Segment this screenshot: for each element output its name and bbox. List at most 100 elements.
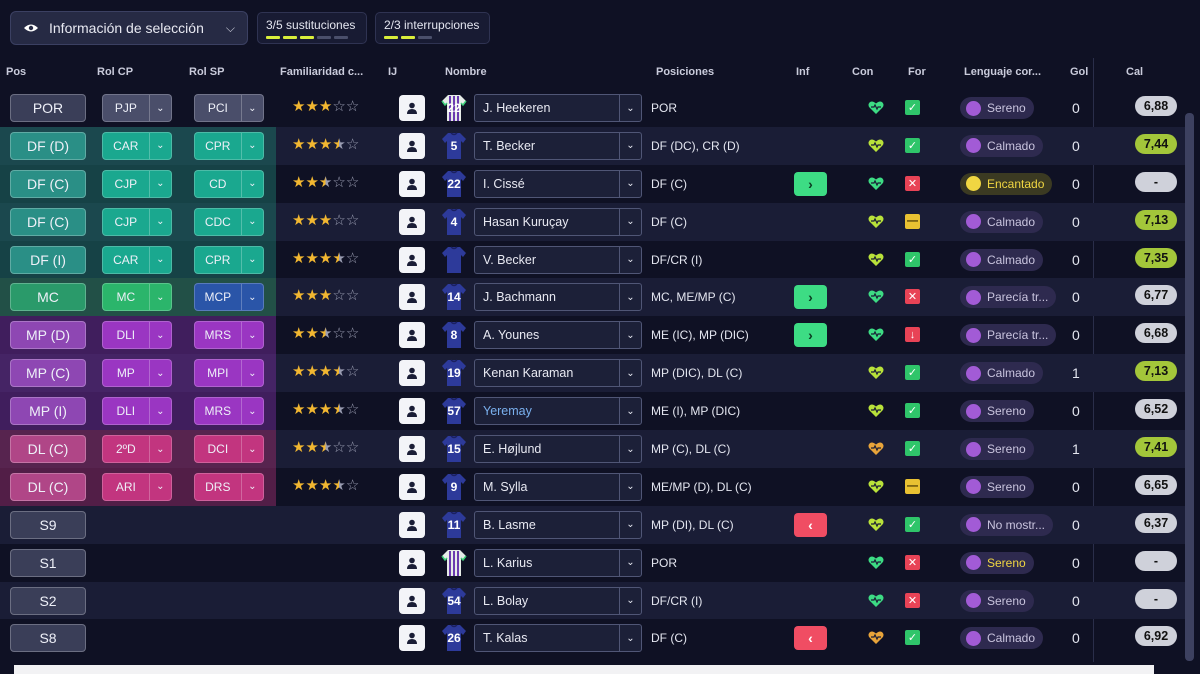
table-row[interactable]: S9 11 B. Lasme ⌄ MP (DI), DL (C) ‹ ✓ No mostr..… <box>0 505 1185 544</box>
swap-out-button[interactable]: ‹ <box>794 512 827 537</box>
role-sp-select[interactable]: DCI ⌄ <box>194 435 264 464</box>
role-cp-select[interactable]: MC ⌄ <box>102 283 172 312</box>
role-cp-select[interactable]: DLI ⌄ <box>102 397 172 426</box>
position-button[interactable]: MP (D) <box>10 321 86 350</box>
position-button[interactable]: DF (D) <box>10 131 86 160</box>
swap-out-button[interactable]: ‹ <box>794 626 827 651</box>
header-lenguaje[interactable]: Lenguaje cor... <box>964 66 1042 78</box>
person-icon[interactable] <box>399 549 425 576</box>
header-posiciones[interactable]: Posiciones <box>656 66 715 78</box>
table-row[interactable]: DL (C) 2ºD ⌄ DCI ⌄ ★★★☆☆ 15 E. Højlund ⌄ MP (C), … <box>0 430 1185 468</box>
header-gol[interactable]: Gol <box>1070 66 1089 78</box>
position-button[interactable]: MC <box>10 283 86 312</box>
table-row[interactable]: DF (C) CJP ⌄ CDC ⌄ ★★★☆☆ 4 Hasan Kuruçay ⌄ DF (C)… <box>0 202 1185 241</box>
position-button[interactable]: S8 <box>10 624 86 653</box>
scrollbar[interactable] <box>1185 113 1194 661</box>
role-cp-select[interactable]: CAR ⌄ <box>102 245 172 274</box>
position-button[interactable]: DF (C) <box>10 207 86 236</box>
table-row[interactable]: S2 54 L. Bolay ⌄ DF/CR (I) ✕ Sereno 0 - <box>0 581 1185 620</box>
player-select[interactable]: T. Kalas ⌄ <box>474 624 642 653</box>
swap-in-button[interactable]: › <box>794 323 827 348</box>
table-row[interactable]: MC MC ⌄ MCP ⌄ ★★★☆☆ 14 J. Bachmann ⌄ MC, ME/MP (C… <box>0 278 1185 317</box>
header-rol-sp[interactable]: Rol SP <box>189 66 225 78</box>
role-cp-select[interactable]: CJP ⌄ <box>102 207 172 236</box>
role-sp-select[interactable]: MRS ⌄ <box>194 397 264 426</box>
role-cp-select[interactable]: MP ⌄ <box>102 359 172 388</box>
person-icon[interactable] <box>399 473 425 500</box>
person-icon[interactable] <box>399 398 425 425</box>
position-button[interactable]: DF (C) <box>10 169 86 198</box>
player-select[interactable]: L. Bolay ⌄ <box>474 586 642 615</box>
role-sp-select[interactable]: CD ⌄ <box>194 169 264 198</box>
header-nombre[interactable]: Nombre <box>445 66 487 78</box>
swap-in-button[interactable]: › <box>794 285 827 310</box>
role-sp-select[interactable]: PCI ⌄ <box>194 94 264 122</box>
position-button[interactable]: S1 <box>10 548 86 577</box>
player-select[interactable]: Hasan Kuruçay ⌄ <box>474 207 642 236</box>
role-cp-select[interactable]: ARI ⌄ <box>102 472 172 501</box>
selection-info-button[interactable]: Información de selección ⌵ <box>10 11 248 45</box>
person-icon[interactable] <box>399 246 425 273</box>
person-icon[interactable] <box>399 360 425 387</box>
player-select[interactable]: E. Højlund ⌄ <box>474 435 642 464</box>
player-select[interactable]: B. Lasme ⌄ <box>474 510 642 539</box>
player-select[interactable]: T. Becker ⌄ <box>474 131 642 160</box>
header-for[interactable]: For <box>908 66 926 78</box>
position-button[interactable]: POR <box>10 94 86 122</box>
position-button[interactable]: S9 <box>10 510 86 539</box>
role-cp-select[interactable]: PJP ⌄ <box>102 94 172 122</box>
horizontal-scrollbar[interactable] <box>14 665 1154 674</box>
person-icon[interactable] <box>399 322 425 349</box>
person-icon[interactable] <box>399 436 425 463</box>
role-sp-select[interactable]: CDC ⌄ <box>194 207 264 236</box>
header-con[interactable]: Con <box>852 66 874 78</box>
header-familiaridad[interactable]: Familiaridad c... <box>280 66 364 78</box>
player-select[interactable]: Kenan Karaman ⌄ <box>474 359 642 388</box>
position-button[interactable]: S2 <box>10 586 86 615</box>
header-inf[interactable]: Inf <box>796 66 810 78</box>
player-select[interactable]: V. Becker ⌄ <box>474 245 642 274</box>
player-select[interactable]: I. Cissé ⌄ <box>474 169 642 198</box>
role-cp-select[interactable]: DLI ⌄ <box>102 321 172 350</box>
table-row[interactable]: MP (D) DLI ⌄ MRS ⌄ ★★★☆☆ 8 A. Younes ⌄ ME (IC), M… <box>0 316 1185 355</box>
header-cal[interactable]: Cal <box>1126 66 1144 78</box>
player-select[interactable]: Yeremay ⌄ <box>474 397 642 426</box>
role-cp-select[interactable]: CJP ⌄ <box>102 169 172 198</box>
role-sp-select[interactable]: DRS ⌄ <box>194 472 264 501</box>
table-row[interactable]: S8 26 T. Kalas ⌄ DF (C) ‹ ✓ Calmado 0 6,92 <box>0 619 1185 657</box>
person-icon[interactable] <box>399 284 425 311</box>
table-row[interactable]: MP (C) MP ⌄ MPI ⌄ ★★★★☆ 19 Kenan Karaman ⌄ MP (DI… <box>0 354 1185 393</box>
player-select[interactable]: J. Bachmann ⌄ <box>474 283 642 312</box>
swap-in-button[interactable]: › <box>794 171 827 196</box>
table-row[interactable]: MP (I) DLI ⌄ MRS ⌄ ★★★★☆ 57 Yeremay ⌄ ME (I), MP … <box>0 392 1185 431</box>
position-button[interactable]: DL (C) <box>10 472 86 501</box>
role-cp-select[interactable]: 2ºD ⌄ <box>102 435 172 464</box>
role-sp-select[interactable]: MPI ⌄ <box>194 359 264 388</box>
player-select[interactable]: A. Younes ⌄ <box>474 321 642 350</box>
person-icon[interactable] <box>399 132 425 159</box>
player-select[interactable]: J. Heekeren ⌄ <box>474 94 642 122</box>
player-select[interactable]: L. Karius ⌄ <box>474 548 642 577</box>
person-icon[interactable] <box>399 170 425 197</box>
role-cp-select[interactable]: CAR ⌄ <box>102 131 172 160</box>
position-button[interactable]: DL (C) <box>10 435 86 464</box>
table-row[interactable]: DF (I) CAR ⌄ CPR ⌄ ★★★★☆ V. Becker ⌄ DF/CR (I) ✓ C… <box>0 240 1185 279</box>
person-icon[interactable] <box>399 95 425 121</box>
header-rol-cp[interactable]: Rol CP <box>97 66 134 78</box>
header-pos[interactable]: Pos <box>6 66 27 78</box>
table-row[interactable]: POR PJP ⌄ PCI ⌄ ★★★☆☆ 22 J. Heekeren ⌄ POR ✓ Sereno… <box>0 89 1185 127</box>
header-ij[interactable]: IJ <box>388 66 398 78</box>
role-sp-select[interactable]: MCP ⌄ <box>194 283 264 312</box>
table-row[interactable]: DF (C) CJP ⌄ CD ⌄ ★★★☆☆ 22 I. Cissé ⌄ DF (C) › ✕ Enc… <box>0 164 1185 203</box>
position-button[interactable]: MP (C) <box>10 359 86 388</box>
role-sp-select[interactable]: CPR ⌄ <box>194 245 264 274</box>
player-select[interactable]: M. Sylla ⌄ <box>474 472 642 501</box>
table-row[interactable]: DL (C) ARI ⌄ DRS ⌄ ★★★★☆ 9 M. Sylla ⌄ ME/MP (D), … <box>0 467 1185 506</box>
role-sp-select[interactable]: MRS ⌄ <box>194 321 264 350</box>
person-icon[interactable] <box>399 511 425 538</box>
person-icon[interactable] <box>399 208 425 235</box>
person-icon[interactable] <box>399 625 425 652</box>
position-button[interactable]: DF (I) <box>10 245 86 274</box>
person-icon[interactable] <box>399 587 425 614</box>
position-button[interactable]: MP (I) <box>10 397 86 426</box>
